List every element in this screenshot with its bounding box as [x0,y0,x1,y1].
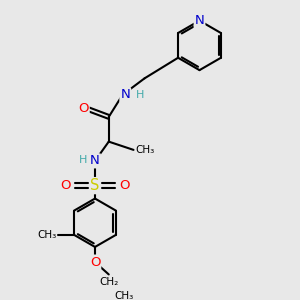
Text: N: N [120,88,130,101]
Text: S: S [90,178,100,193]
Text: H: H [78,154,87,164]
Text: CH₃: CH₃ [136,145,155,155]
Text: H: H [136,90,145,100]
Text: O: O [78,102,89,115]
Text: N: N [195,14,204,27]
Text: O: O [119,179,130,192]
Text: CH₂: CH₂ [99,277,118,287]
Text: O: O [60,179,70,192]
Text: N: N [90,154,100,167]
Text: CH₃: CH₃ [37,230,56,240]
Text: CH₃: CH₃ [114,291,134,300]
Text: O: O [90,256,100,268]
